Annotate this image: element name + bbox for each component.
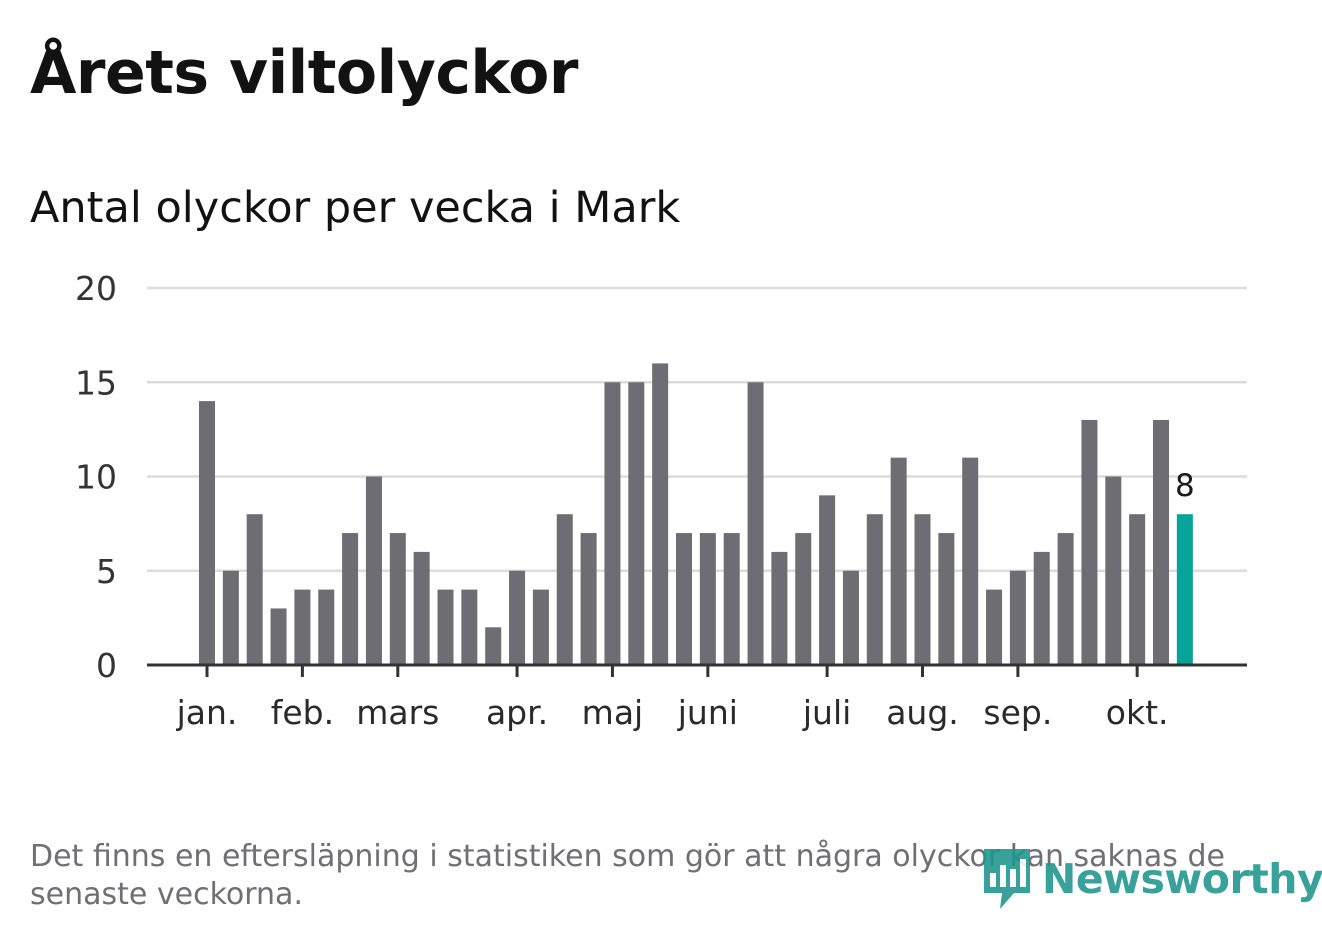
chart-title: Årets viltolyckor (30, 38, 579, 108)
x-tick-label: mars (356, 693, 439, 732)
bar (1129, 514, 1146, 665)
y-tick-label: 5 (96, 552, 117, 591)
bar (461, 589, 478, 665)
bar (628, 382, 645, 665)
bar (842, 570, 859, 665)
bar-chart-bubble-icon (984, 849, 1030, 909)
bar (532, 589, 549, 665)
x-tick-label: aug. (886, 693, 959, 732)
bars (199, 363, 1193, 665)
bar (270, 608, 287, 665)
bar-chart: 0 5 10 15 20 jan. feb. mars apr. maj juni juli aug.… (75, 269, 1247, 732)
bar (342, 533, 359, 665)
bar (580, 533, 597, 665)
bar (485, 627, 502, 665)
x-tick-label: jan. (176, 693, 238, 732)
chart-subtitle: Antal olyckor per vecka i Mark (30, 183, 681, 233)
bar (747, 382, 764, 665)
bar (1105, 476, 1122, 665)
bar (890, 457, 907, 665)
x-tick-label: juli (802, 693, 851, 732)
bar (509, 570, 526, 665)
bar-highlight (1176, 514, 1193, 665)
y-axis-ticks: 0 5 10 15 20 (75, 269, 117, 685)
bar (199, 401, 215, 665)
bar (652, 363, 669, 665)
bar (1033, 551, 1050, 665)
bar (389, 533, 406, 665)
bar (413, 551, 430, 665)
bar (723, 533, 740, 665)
bar (866, 514, 883, 665)
bar (962, 457, 979, 665)
y-tick-label: 15 (75, 363, 117, 402)
bar (914, 514, 931, 665)
y-tick-label: 20 (75, 269, 117, 308)
data-labels: 8 (1175, 468, 1195, 504)
bar (938, 533, 955, 665)
bar (556, 514, 573, 665)
bar (986, 589, 1003, 665)
bar (222, 570, 239, 665)
x-tick-label: juni (677, 693, 738, 732)
bar (246, 514, 263, 665)
bar (1081, 419, 1098, 665)
bar (294, 589, 311, 665)
logo-text: Newsworthy (1042, 855, 1322, 903)
bar (604, 382, 621, 665)
bar (1009, 570, 1026, 665)
bar (365, 476, 382, 665)
x-axis-ticks: jan. feb. mars apr. maj juni juli aug. sep. okt. (176, 665, 1169, 732)
bar (699, 533, 716, 665)
x-tick-label: apr. (486, 693, 548, 732)
bar (819, 495, 836, 665)
data-label-highlight: 8 (1175, 468, 1195, 504)
x-tick-label: feb. (271, 693, 334, 732)
bar (1057, 533, 1074, 665)
x-tick-label: okt. (1106, 693, 1169, 732)
x-tick-label: maj (582, 693, 644, 732)
newsworthy-logo: Newsworthy (980, 846, 1322, 912)
bar (676, 533, 692, 665)
bar (437, 589, 454, 665)
bar (1153, 419, 1169, 665)
y-tick-label: 10 (75, 458, 117, 497)
bar (795, 533, 812, 665)
bar (771, 551, 788, 665)
y-tick-label: 0 (96, 646, 117, 685)
x-tick-label: sep. (983, 693, 1052, 732)
bar (318, 589, 335, 665)
